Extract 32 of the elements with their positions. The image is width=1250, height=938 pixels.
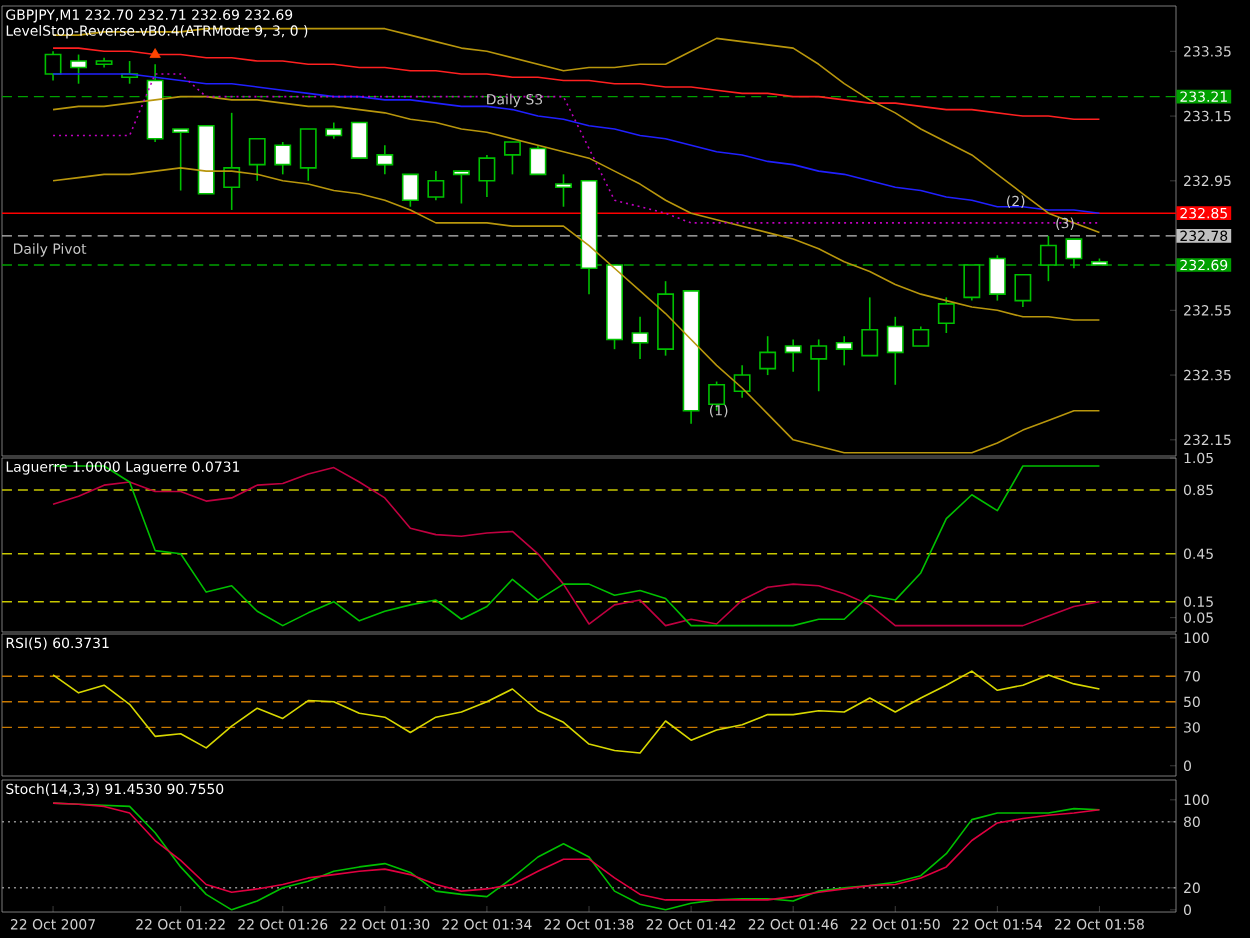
candlestick xyxy=(555,173,572,208)
candlestick xyxy=(248,137,266,182)
candlestick xyxy=(401,173,419,208)
candlestick xyxy=(503,141,521,176)
candlestick xyxy=(299,128,317,182)
candlestick xyxy=(912,325,930,347)
candlestick xyxy=(172,128,190,192)
candlestick xyxy=(759,335,777,376)
candlestick xyxy=(1014,273,1032,308)
candlestick xyxy=(810,338,828,393)
candlestick xyxy=(452,170,470,205)
candlestick xyxy=(44,50,62,82)
candlestick xyxy=(1065,238,1083,270)
candlestick xyxy=(529,144,547,176)
candlestick xyxy=(223,112,241,211)
candlestick xyxy=(427,170,445,202)
candlestick xyxy=(631,316,649,360)
candlestick xyxy=(1039,235,1057,282)
line-series xyxy=(52,670,1101,754)
candlestick xyxy=(376,144,394,176)
candlestick xyxy=(70,53,88,85)
candlestick xyxy=(937,296,955,334)
candlestick xyxy=(963,264,981,302)
candlestick xyxy=(274,141,292,176)
candlestick xyxy=(733,364,751,399)
candlestick xyxy=(350,121,368,159)
candlestick xyxy=(835,335,853,367)
candlestick xyxy=(478,154,496,198)
candlestick xyxy=(861,296,879,357)
candlestick xyxy=(988,254,1006,302)
candlestick xyxy=(886,316,904,386)
candlestick xyxy=(784,338,802,373)
